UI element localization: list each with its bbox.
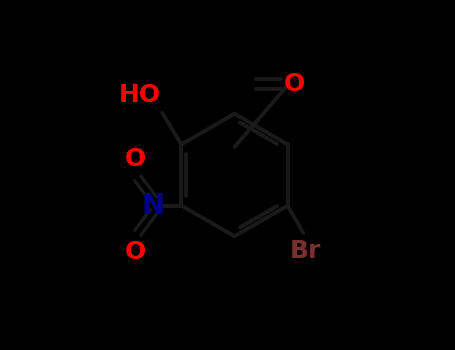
Text: N: N	[142, 192, 165, 220]
Text: Br: Br	[289, 239, 321, 263]
Text: O: O	[124, 147, 146, 172]
Text: O: O	[124, 240, 146, 264]
Text: HO: HO	[118, 83, 161, 106]
Text: O: O	[284, 72, 305, 96]
